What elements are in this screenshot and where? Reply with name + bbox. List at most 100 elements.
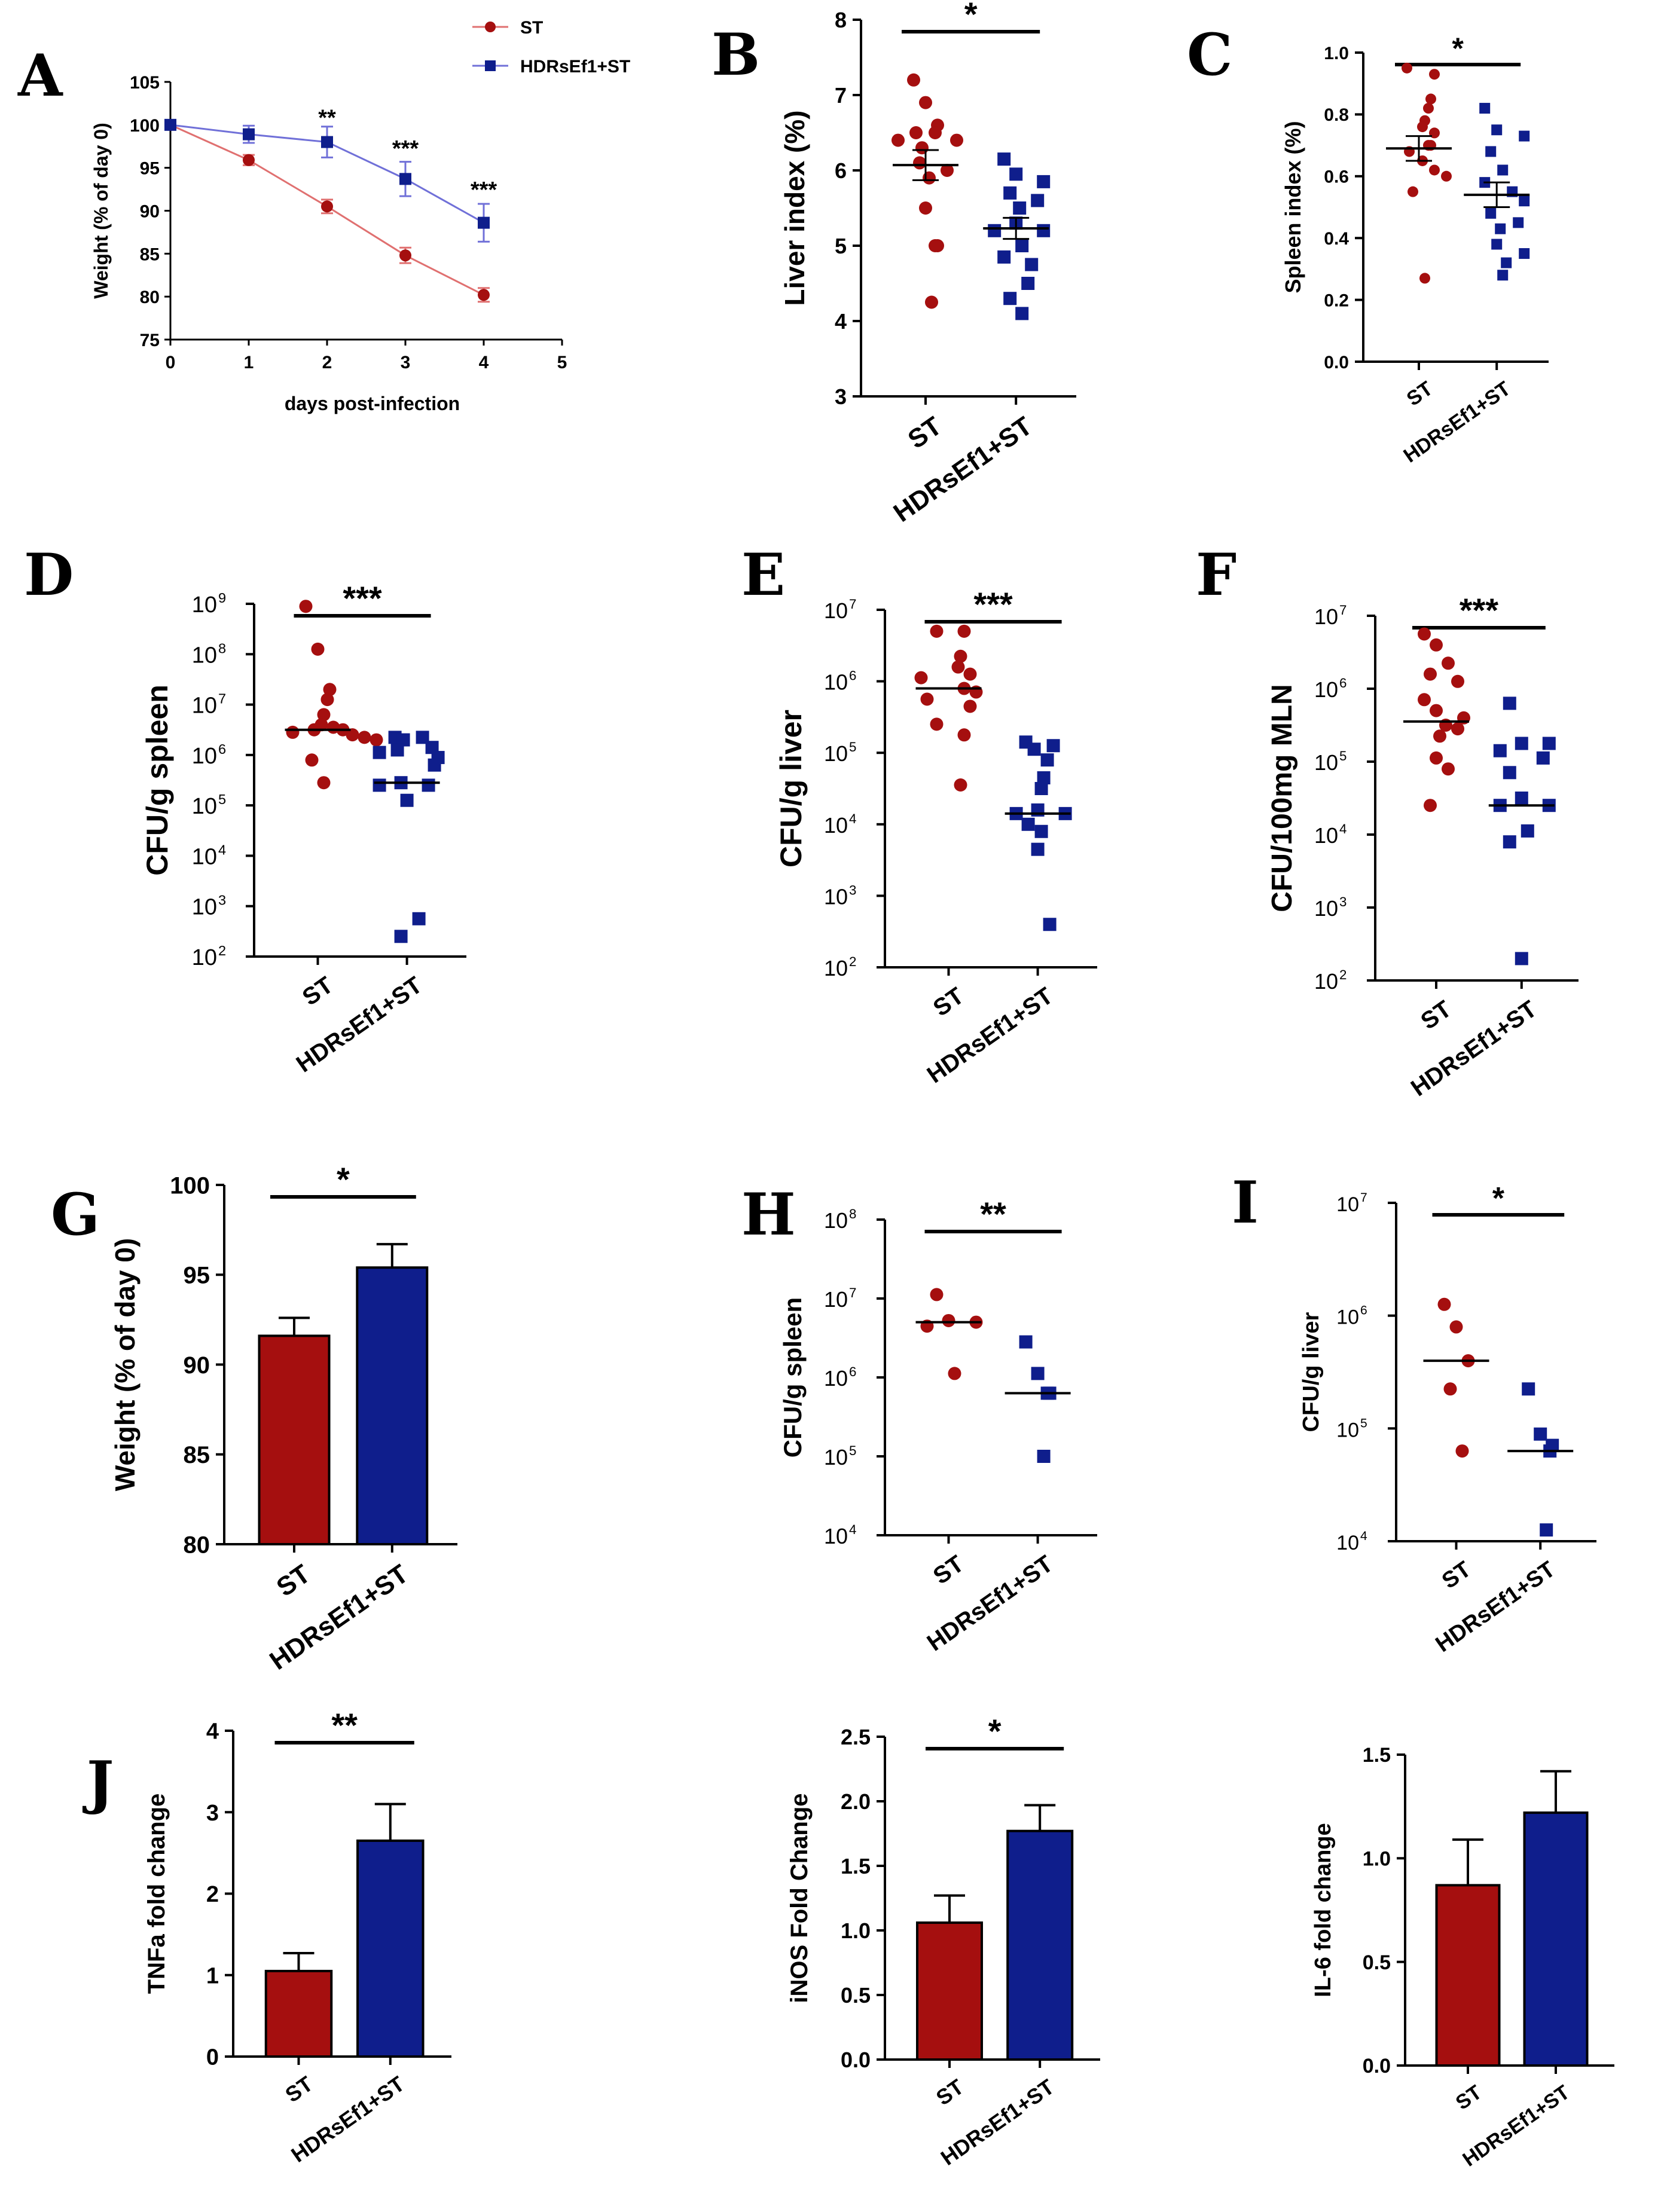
y-tick-label: 10: [1336, 1532, 1359, 1554]
bar-st: [258, 1334, 331, 1545]
data-point-hdr: [1503, 835, 1516, 849]
data-point-hdr: [1034, 782, 1048, 795]
data-point-hdr: [1031, 194, 1045, 207]
x-tick-label: 3: [401, 353, 411, 372]
y-tick-label: 0.6: [1324, 167, 1349, 187]
y-tick-label: 1.5: [841, 1854, 871, 1878]
y-tick-label: 85: [140, 245, 160, 264]
y-tick-label: 2: [206, 1882, 219, 1907]
data-point-st: [311, 642, 325, 656]
y-tick-exponent: 7: [849, 597, 856, 612]
data-point-st: [1441, 170, 1452, 182]
y-tick-label: 0.4: [1324, 229, 1349, 249]
data-point-st: [907, 73, 920, 87]
legend-marker-hdr: [485, 60, 496, 71]
data-point-hdr: [416, 731, 429, 744]
data-point-hdr: [1515, 792, 1528, 805]
data-point-st: [1425, 93, 1436, 105]
data-point-hdr: [1522, 1382, 1535, 1396]
data-point-st: [1424, 799, 1437, 812]
significance-stars: ***: [973, 585, 1013, 623]
y-tick-label: 7: [835, 83, 847, 108]
data-point-hdr: [396, 733, 410, 747]
data-point-hdr: [1043, 918, 1057, 931]
data-point-hdr: [1037, 1450, 1051, 1463]
significance-stars: **: [318, 105, 336, 130]
data-point-hdr: [1479, 103, 1491, 114]
y-tick-exponent: 2: [849, 954, 856, 969]
y-tick-exponent: 8: [849, 1206, 856, 1221]
data-point-st: [957, 728, 971, 742]
data-point-st: [914, 671, 928, 685]
data-point-hdr: [478, 216, 490, 229]
bar-st: [1435, 1884, 1501, 2067]
bar-st: [916, 1921, 983, 2061]
y-tick-exponent: 7: [218, 691, 226, 707]
y-tick-exponent: 3: [1339, 894, 1347, 909]
data-point-st: [950, 133, 963, 147]
bar-hdr: [1523, 1811, 1589, 2067]
panel-label-f: F: [1196, 541, 1236, 609]
data-point-hdr: [1485, 207, 1497, 219]
data-point-hdr: [1501, 257, 1512, 268]
y-axis-title: Weight (% of day 0): [109, 1238, 141, 1491]
y-tick-label: 10: [824, 741, 848, 766]
data-point-st: [1418, 693, 1431, 707]
y-tick-label: 10: [824, 813, 848, 838]
y-tick-label: 0.0: [841, 2048, 871, 2072]
y-tick-label: 10: [192, 693, 217, 719]
bar-hdr: [356, 1839, 425, 2058]
significance-stars: ***: [392, 136, 419, 161]
data-point-st: [919, 96, 932, 109]
y-tick-label: 10: [192, 744, 217, 769]
x-category-label: ST: [929, 983, 969, 1022]
data-point-hdr: [1497, 164, 1509, 176]
y-tick-exponent: 4: [218, 842, 226, 857]
data-point-hdr: [1515, 737, 1528, 750]
y-tick-exponent: 5: [1339, 748, 1347, 763]
data-point-st: [370, 733, 383, 747]
y-tick-label: 100: [130, 116, 160, 136]
data-point-st: [963, 699, 977, 713]
y-tick-label: 0.2: [1324, 291, 1349, 310]
data-point-hdr: [1513, 217, 1524, 228]
y-tick-label: 10: [192, 895, 217, 920]
data-point-hdr: [1540, 1523, 1553, 1537]
y-tick-label: 105: [130, 73, 160, 93]
y-tick-label: 3: [206, 1801, 219, 1826]
data-point-st: [920, 692, 934, 706]
y-tick-label: 10: [192, 844, 217, 869]
y-tick-label: 4: [835, 309, 847, 334]
y-tick-label: 80: [140, 288, 160, 307]
data-point-hdr: [1495, 223, 1506, 234]
data-point-hdr: [997, 152, 1011, 166]
data-point-hdr: [1519, 248, 1530, 259]
panel-a-weight-line-chart: 75 80 85 90 95 100 105 0 1 2 3 4 5 days post-infectio…: [90, 73, 567, 414]
data-point-st: [948, 1367, 961, 1380]
legend-marker-st: [485, 22, 496, 32]
data-point-hdr: [1034, 824, 1048, 838]
data-point-hdr: [1536, 751, 1550, 765]
data-point-st: [1437, 1297, 1451, 1311]
data-point-st: [941, 164, 954, 177]
y-tick-exponent: 4: [1360, 1529, 1367, 1543]
data-point-st: [1442, 656, 1455, 670]
data-point-hdr: [422, 778, 435, 792]
y-tick-label: 10: [824, 598, 848, 623]
y-tick-label: 10: [824, 670, 848, 695]
data-point-st: [1442, 762, 1455, 776]
y-tick-label: 95: [184, 1263, 210, 1289]
y-tick-label: 0.5: [1363, 1951, 1391, 1974]
data-point-st: [1451, 674, 1464, 688]
data-point-st: [1430, 638, 1443, 652]
x-category-label: ST: [1403, 377, 1437, 411]
data-point-hdr: [1491, 124, 1503, 136]
data-point-hdr: [1015, 307, 1029, 320]
data-point-hdr: [1491, 239, 1503, 250]
data-point-st: [1418, 627, 1431, 641]
bar-hdr: [356, 1266, 429, 1545]
